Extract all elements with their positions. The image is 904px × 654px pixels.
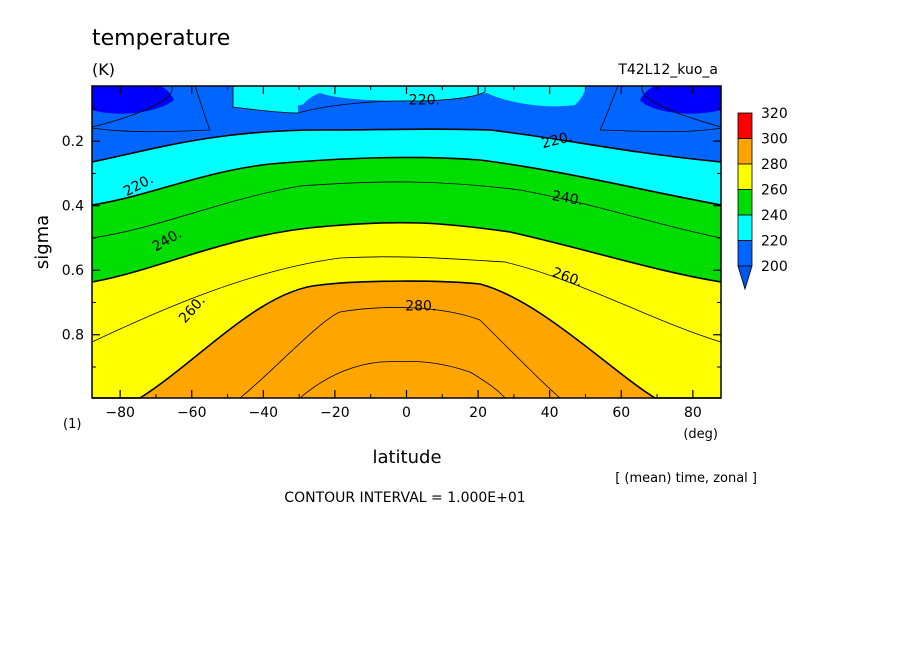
- contour-label: 280.: [405, 299, 436, 315]
- x-tick-label: −80: [105, 405, 135, 421]
- contour-fills: [92, 86, 721, 398]
- contour-lines: [91, 85, 722, 399]
- band-200-210-south: [92, 86, 174, 114]
- y-tick-label: 0.8: [62, 328, 84, 344]
- x-tick-label: −60: [177, 405, 207, 421]
- x-tick-label: 20: [469, 405, 487, 421]
- contour-line: [92, 280, 721, 399]
- run-label: T42L12_kuo_a: [617, 62, 718, 78]
- contour-line: [91, 181, 722, 239]
- x-axis-unit: (deg): [683, 427, 718, 442]
- contour-line: [91, 128, 722, 163]
- chart-title: temperature: [92, 26, 230, 51]
- contour-line: [91, 86, 722, 128]
- y-axis-title: sigma: [32, 215, 53, 269]
- plot-area: 220.220.220. 240.240.260.260. 280.: [91, 85, 722, 399]
- x-axis: −80 −60 −40 −20 0 20 40 60 80: [105, 86, 702, 421]
- y-tick-label: 0.6: [62, 263, 84, 279]
- contour-line: [91, 221, 722, 283]
- contour-line: [299, 360, 506, 399]
- contour-interval-label: CONTOUR INTERVAL = 1.000E+01: [284, 490, 525, 506]
- contour-line: [194, 85, 211, 131]
- band-210-220-notch: [298, 93, 487, 126]
- contour-label: 220.: [540, 129, 574, 152]
- colorbar-under-arrow: [737, 265, 753, 291]
- units-label: (K): [92, 60, 115, 79]
- x-tick-label: −40: [249, 405, 279, 421]
- band-280-300: [92, 281, 721, 398]
- x-tick-label: 60: [612, 405, 630, 421]
- averaging-note: [ (mean) time, zonal ]: [615, 471, 757, 486]
- contour-line: [599, 85, 619, 131]
- colorbar-swatch: [737, 214, 753, 241]
- colorbar-level-label: 320: [761, 106, 788, 122]
- colorbar-level-label: 260: [761, 183, 788, 199]
- contour-label: 220.: [409, 92, 440, 108]
- colorbar-swatch: [737, 112, 753, 139]
- x-tick-label: −20: [320, 405, 350, 421]
- colorbar-swatch: [737, 189, 753, 216]
- y-tick-label: 0.2: [62, 134, 84, 150]
- y-axis: 0.2 0.4 0.6 0.8: [62, 108, 721, 368]
- colorbar: 320 300 280 260 240 220 200: [737, 106, 788, 291]
- colorbar-swatch: [737, 138, 753, 165]
- y-axis-unit: (1): [63, 417, 81, 432]
- colorbar-level-label: 200: [761, 259, 788, 275]
- colorbar-swatch: [737, 240, 753, 267]
- band-220-240-cap3: [233, 86, 585, 107]
- contour-line: [239, 307, 561, 399]
- x-axis-title: latitude: [372, 447, 441, 468]
- colorbar-level-label: 220: [761, 234, 788, 250]
- colorbar-level-label: 240: [761, 208, 788, 224]
- colorbar-level-label: 300: [761, 132, 788, 148]
- y-tick-label: 0.4: [62, 199, 84, 215]
- colorbar-level-label: 280: [761, 157, 788, 173]
- x-tick-label: 0: [402, 405, 411, 421]
- colorbar-swatch: [737, 163, 753, 190]
- contour-line: [91, 256, 722, 343]
- x-tick-label: 80: [684, 405, 702, 421]
- contour-line: [91, 156, 722, 206]
- contour-label: 240.: [551, 188, 584, 209]
- x-tick-label: 40: [541, 405, 559, 421]
- band-200-210-north: [640, 86, 721, 114]
- contour-line: [91, 127, 722, 133]
- contour-line: [232, 86, 486, 114]
